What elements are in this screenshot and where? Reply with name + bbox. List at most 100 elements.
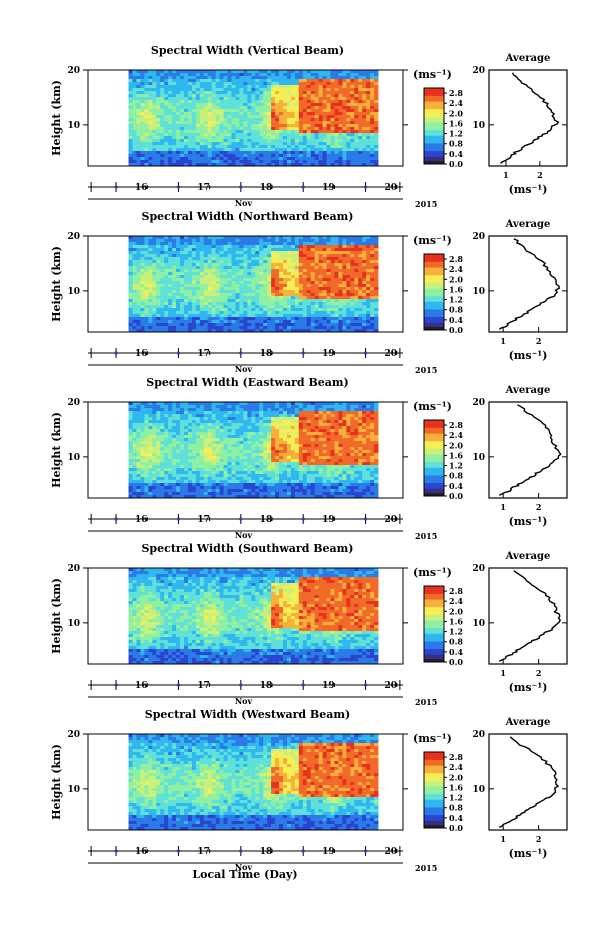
heatmap-cell (168, 251, 173, 255)
heatmap-cell (140, 447, 145, 451)
heatmap-cell (176, 269, 181, 273)
heatmap-cell (346, 317, 351, 321)
heatmap-cell (310, 124, 316, 128)
heatmap-cell (132, 462, 137, 466)
heatmap-cell (160, 489, 165, 493)
heatmap-cell (211, 106, 217, 110)
heatmap-cell (219, 405, 224, 409)
heatmap-cell (215, 106, 221, 110)
colorbar-segment (424, 255, 444, 259)
heatmap-cell (290, 290, 296, 294)
heatmap-cell (322, 242, 327, 246)
heatmap-cell (195, 299, 201, 303)
heatmap-cell (144, 133, 149, 137)
heatmap-cell (251, 239, 256, 243)
heatmap-cell (275, 88, 280, 92)
heatmap-cell (136, 308, 141, 312)
heatmap-cell (172, 272, 177, 276)
heatmap-cell (255, 293, 260, 297)
heatmap-cell (370, 85, 375, 89)
heatmap-cell (140, 486, 145, 490)
heatmap-cell (132, 471, 137, 475)
heatmap-cell (132, 94, 137, 98)
heatmap-cell (346, 245, 351, 249)
heatmap-cell (306, 257, 312, 261)
heatmap-cell (136, 127, 141, 131)
heatmap-cell (346, 323, 351, 327)
heatmap-cell (322, 305, 327, 309)
heatmap-cell (215, 236, 221, 240)
heatmap-cell (172, 329, 177, 333)
heatmap-cell (346, 281, 351, 285)
heatmap-cell (334, 239, 339, 243)
heatmap-cell (370, 82, 375, 86)
heatmap-cell (302, 70, 308, 74)
heatmap-cell (342, 97, 347, 101)
heatmap-cell (172, 293, 177, 297)
heatmap-cell (140, 275, 145, 279)
heatmap-cell (180, 293, 185, 297)
heatmap-cell (164, 79, 169, 83)
heatmap-cell (207, 263, 213, 267)
heatmap-cell (374, 73, 379, 77)
heatmap-cell (195, 100, 201, 104)
heatmap-cell (338, 293, 343, 297)
heatmap-cell (239, 287, 244, 291)
heatmap-cell (180, 281, 185, 285)
heatmap-cell (219, 106, 224, 110)
heatmap-cell (354, 311, 359, 315)
heatmap-cell (346, 139, 351, 143)
heatmap-cell (191, 245, 197, 249)
heatmap-cell (215, 79, 221, 83)
heatmap-cell (136, 70, 141, 74)
heatmap-cell (219, 124, 224, 128)
heatmap-cell (215, 465, 221, 469)
heatmap-cell (275, 154, 280, 158)
heatmap-cell (350, 275, 355, 279)
heatmap-cell (183, 284, 189, 288)
heatmap-cell (180, 495, 185, 499)
heatmap-cell (326, 302, 331, 306)
heatmap-cell (366, 145, 371, 149)
heatmap-cell (136, 417, 141, 421)
heatmap-cell (207, 471, 213, 475)
heatmap-cell (203, 326, 209, 330)
heatmap-cell (128, 314, 133, 318)
heatmap-cell (176, 329, 181, 333)
heatmap-cell (168, 263, 173, 267)
heatmap-cell (283, 139, 288, 143)
heatmap-cell (132, 320, 137, 324)
heatmap-cell (251, 254, 256, 258)
heatmap-cell (283, 290, 288, 294)
heatmap-cell (176, 79, 181, 83)
heatmap-cell (199, 148, 205, 152)
heatmap-cell (259, 281, 264, 285)
heatmap-cell (374, 290, 379, 294)
heatmap-cell (211, 459, 217, 463)
x-tick-label: 20 (384, 183, 397, 193)
heatmap-cell (259, 299, 264, 303)
heatmap-cell (322, 269, 327, 273)
heatmap-cell (140, 124, 145, 128)
heatmap-cell (148, 293, 153, 297)
heatmap-cell (362, 311, 367, 315)
heatmap-cell (183, 296, 189, 300)
heatmap-cell (136, 465, 141, 469)
heatmap-cell (211, 272, 217, 276)
heatmap-cell (358, 154, 363, 158)
heatmap-cell (180, 402, 185, 406)
heatmap-cell (251, 302, 256, 306)
heatmap-cell (187, 97, 193, 101)
heatmap-cell (168, 284, 173, 288)
heatmap-cell (215, 471, 221, 475)
heatmap-cell (314, 100, 320, 104)
heatmap-cell (243, 109, 248, 113)
heatmap-cell (350, 239, 355, 243)
heatmap-cell (271, 100, 276, 104)
heatmap-cell (199, 157, 205, 161)
heatmap-cell (354, 260, 359, 264)
heatmap-cell (326, 248, 331, 252)
heatmap-cell (180, 423, 185, 427)
heatmap-cell (338, 302, 343, 306)
heatmap-cell (156, 290, 161, 294)
